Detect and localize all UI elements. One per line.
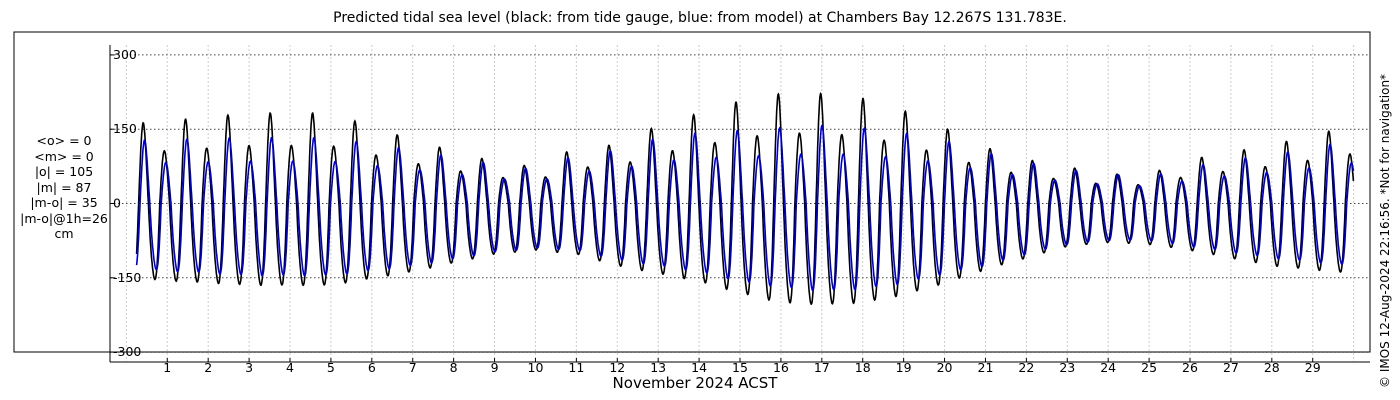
x-tick-label: 15: [732, 360, 748, 375]
y-tick-label: 0: [113, 196, 121, 211]
stat-abs-diff: |m-o| = 35: [30, 195, 98, 210]
y-tick-label: 300: [113, 47, 137, 62]
x-tick-label: 7: [409, 360, 417, 375]
x-tick-label: 26: [1182, 360, 1198, 375]
series-model-line: [135, 124, 1355, 292]
stat-abs-diff-1h: |m-o|@1h=26: [20, 210, 108, 226]
x-tick-label: 10: [528, 360, 544, 375]
x-tick-label: 24: [1100, 360, 1116, 375]
x-tick-label: 13: [650, 360, 666, 375]
series-tide-gauge-line: [135, 91, 1355, 305]
x-tick-label: 6: [368, 360, 376, 375]
x-tick-label: 9: [491, 360, 499, 375]
x-tick-label: 14: [691, 360, 707, 375]
x-tick-label: 17: [814, 360, 830, 375]
x-tick-label: 21: [978, 360, 994, 375]
y-tick-label: 150: [113, 121, 137, 136]
x-tick-label: 18: [855, 360, 871, 375]
y-tick-label: -150: [113, 270, 141, 285]
x-tick-label: 4: [286, 360, 294, 375]
x-tick-label: 20: [937, 360, 953, 375]
stat-abs-model: |m| = 87: [36, 179, 92, 195]
stat-units: cm: [54, 226, 74, 241]
x-tick-label: 29: [1305, 360, 1321, 375]
grid-layer: [110, 45, 1370, 362]
stat-abs-observed: |o| = 105: [34, 164, 94, 179]
x-tick-label: 8: [450, 360, 458, 375]
x-tick-label: 16: [773, 360, 789, 375]
x-tick-label: 3: [245, 360, 253, 375]
x-tick-label: 11: [568, 360, 584, 375]
copyright-notice: © IMOS 12-Aug-2024 22:16:56. *Not for na…: [1378, 73, 1392, 388]
series-layer: [135, 91, 1355, 305]
x-tick-label: 23: [1059, 360, 1075, 375]
x-tick-label: 5: [327, 360, 335, 375]
x-tick-label: 1: [163, 360, 171, 375]
x-tick-label: 25: [1141, 360, 1157, 375]
statistics-panel: <o> = 0 <m> = 0 |o| = 105 |m| = 87 |m-o|…: [14, 133, 114, 242]
stat-mean-model: <m> = 0: [34, 148, 94, 164]
x-tick-label: 2: [204, 360, 212, 375]
x-tick-label: 28: [1264, 360, 1280, 375]
x-tick-label: 12: [609, 360, 625, 375]
chart-title: Predicted tidal sea level (black: from t…: [333, 10, 1067, 26]
outer-frame: [13, 31, 1371, 353]
x-tick-label: 19: [896, 360, 912, 375]
x-tick-label: 22: [1018, 360, 1034, 375]
x-tick-label: 27: [1223, 360, 1239, 375]
y-tick-label: -300: [113, 344, 141, 359]
x-axis-label: November 2024 ACST: [612, 374, 778, 392]
stat-mean-observed: <o> = 0: [36, 133, 92, 148]
